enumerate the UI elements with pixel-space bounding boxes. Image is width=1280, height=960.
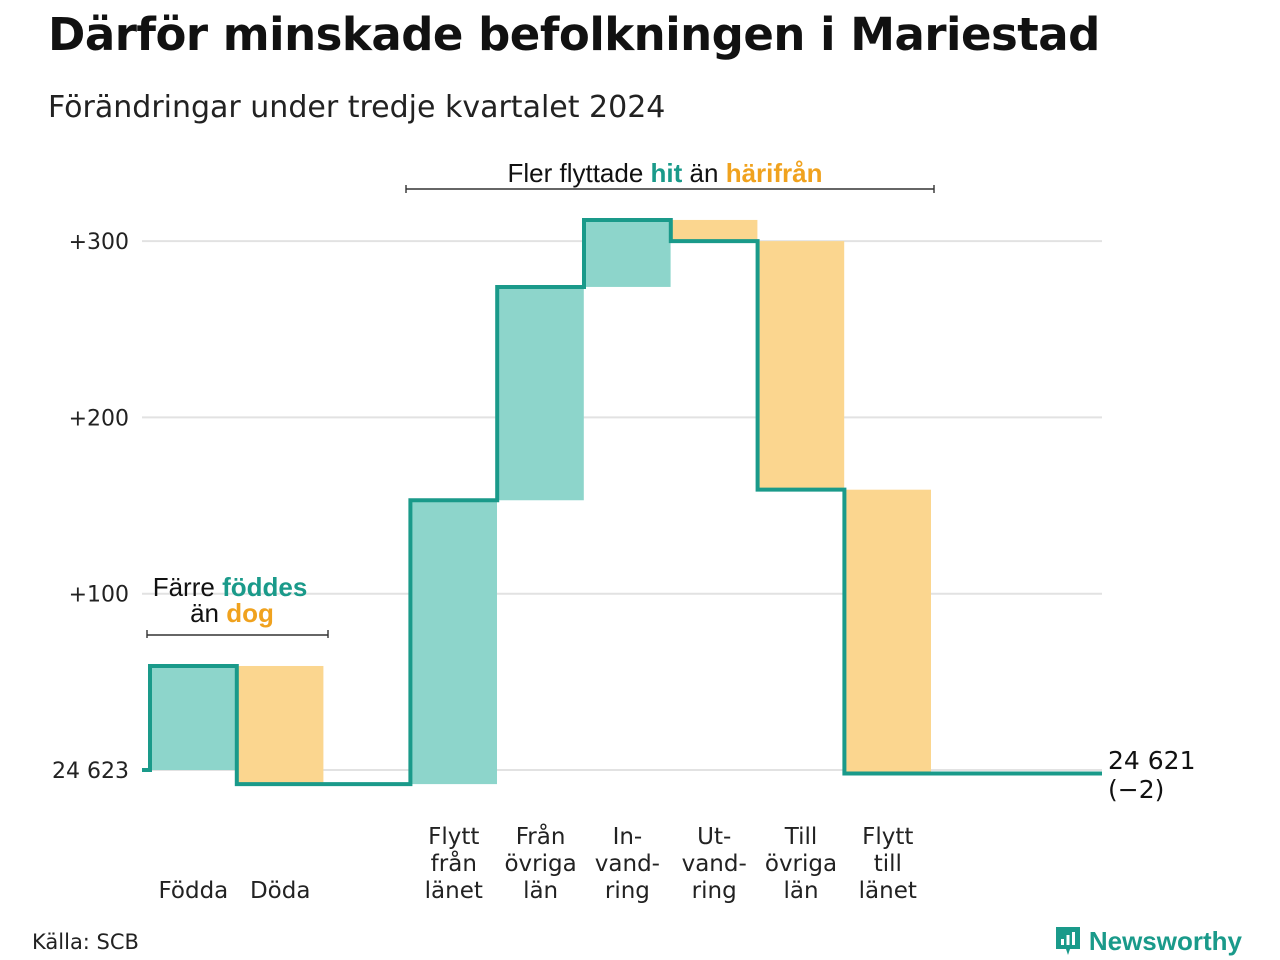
y-tick-label: 24 623 (52, 759, 129, 784)
annotation-text: än (190, 598, 219, 628)
brand-name: Newsworthy (1088, 925, 1242, 956)
x-category-label: Flytt från länet (425, 824, 483, 904)
cumulative-step-line (142, 217, 1102, 787)
x-category-label: Födda (159, 878, 229, 904)
bars (150, 219, 931, 785)
waterfall-bar (410, 500, 497, 785)
svg-text:Färre föddes: Färre föddes (153, 572, 308, 602)
source-note: Källa: SCB (32, 930, 139, 954)
chart-title: Därför minskade befolkningen i Mariestad (48, 8, 1100, 61)
x-category-label: Flytt till länet (859, 824, 917, 904)
waterfall-bar (757, 241, 845, 490)
cumulative-line (142, 217, 1102, 787)
end-value-label: 24 621 (−2) (1108, 746, 1195, 804)
chart-subtitle: Förändringar under tredje kvartalet 2024 (48, 90, 666, 125)
waterfall-bar (497, 286, 584, 501)
svg-text:Fler flyttade hit: Fler flyttade hit än härifrån (507, 158, 822, 188)
annotation-key-born: föddes (222, 572, 307, 602)
x-category-label: Från övriga län (504, 822, 576, 904)
waterfall-bar (844, 489, 931, 774)
annotation-key-out: härifrån (726, 158, 823, 188)
waterfall-bar (671, 219, 758, 242)
annotation-bracket (405, 185, 935, 193)
annotation-text: Fler flyttade (507, 158, 643, 188)
y-tick-label: +300 (69, 230, 129, 255)
annotation-bracket (146, 630, 329, 638)
annotation-migration: Fler flyttade hit än härifrån (405, 158, 935, 193)
waterfall-bar (150, 665, 237, 770)
x-category-label: Ut-vand-ring (682, 824, 747, 904)
y-tick-label: +200 (69, 406, 129, 431)
end-change-label: (−2) (1108, 775, 1164, 804)
svg-text:än dog: än dog (190, 598, 274, 628)
waterfall-bar (584, 219, 671, 287)
annotation-text: Färre (153, 572, 215, 602)
waterfall-bar (237, 665, 324, 785)
end-total-label: 24 621 (1108, 746, 1195, 775)
annotation-key-died: dog (226, 598, 274, 628)
x-category-label: Döda (250, 878, 310, 904)
annotation-text: än (690, 158, 719, 188)
brand-logo: Newsworthy (1053, 924, 1242, 958)
x-category-label: In-vand-ring (595, 824, 660, 904)
newsworthy-logo-icon (1055, 927, 1080, 955)
annotation-birth-death: Färre föddes än dog (146, 572, 329, 638)
annotation-key-in: hit (651, 158, 683, 188)
y-tick-label: +100 (69, 583, 129, 608)
x-category-label: Till övriga län (765, 824, 837, 904)
y-axis-ticks: 24 623 +100 +200 +300 (52, 230, 129, 784)
x-axis-labels: Födda Döda Flytt från länet Från övriga län In-v… (159, 822, 917, 904)
